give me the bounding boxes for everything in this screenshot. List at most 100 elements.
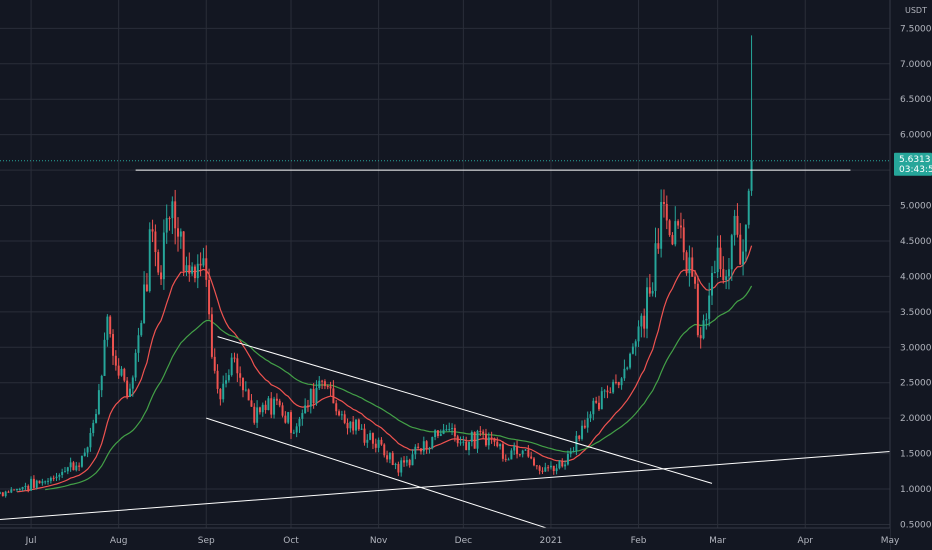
candle-body — [609, 392, 612, 394]
candle-body — [112, 334, 115, 356]
candle — [4, 490, 7, 498]
candle-body — [419, 448, 422, 452]
candle — [637, 320, 640, 347]
candle-body — [719, 247, 722, 270]
candle-body — [366, 439, 369, 443]
candle-body — [318, 380, 321, 389]
candle — [592, 397, 595, 421]
candle-body — [1, 492, 4, 497]
candle-body — [137, 335, 140, 353]
candle-body — [123, 368, 126, 381]
candle-body — [63, 471, 66, 473]
candle — [97, 383, 100, 416]
candle — [188, 252, 191, 282]
candle-body — [629, 353, 632, 368]
candle — [451, 423, 454, 436]
candle-body — [219, 388, 222, 400]
candle-body — [688, 257, 691, 274]
candle — [49, 476, 52, 484]
candle-body — [61, 471, 64, 475]
candle-body — [66, 467, 69, 472]
candle — [739, 223, 742, 265]
candle-body — [290, 412, 293, 433]
candle-body — [674, 221, 677, 245]
candle-body — [637, 326, 640, 342]
candle — [473, 431, 476, 449]
candle — [256, 400, 259, 428]
candle-body — [750, 160, 753, 191]
candle-body — [394, 463, 397, 466]
candle — [213, 348, 216, 374]
quote-unit-label: USDT — [905, 6, 927, 15]
candle — [583, 419, 586, 429]
candle — [496, 437, 499, 448]
candle — [589, 411, 592, 422]
candle-body — [222, 383, 225, 400]
candle-body — [634, 341, 637, 347]
candle-body — [465, 441, 468, 451]
candle — [476, 429, 479, 453]
candle — [179, 228, 182, 249]
candle-body — [691, 257, 694, 277]
candle-body — [306, 405, 309, 407]
candle — [504, 454, 507, 462]
candle — [21, 486, 24, 492]
candle — [349, 421, 352, 433]
candle-body — [439, 433, 442, 437]
candle — [487, 432, 490, 450]
candle — [120, 366, 123, 377]
candle — [719, 235, 722, 278]
candle — [196, 254, 199, 289]
candle — [7, 490, 10, 493]
candle-body — [742, 251, 745, 265]
candle-body — [126, 380, 129, 398]
candle-body — [346, 422, 349, 429]
candle — [140, 320, 143, 337]
candle-body — [162, 232, 165, 280]
candle-body — [425, 441, 428, 449]
candle — [470, 430, 473, 447]
candle — [374, 438, 377, 453]
candle-body — [654, 243, 657, 291]
x-tick-label: Apr — [797, 536, 813, 546]
candle — [275, 393, 278, 406]
candle-body — [369, 433, 372, 440]
candle — [24, 482, 27, 491]
candle — [95, 409, 98, 424]
candle-body — [193, 266, 196, 279]
candle-body — [699, 335, 702, 339]
last-price-tag: 5.6313 03:43:57 — [894, 152, 932, 176]
candle-body — [733, 215, 736, 236]
candle — [677, 219, 680, 229]
candle — [44, 480, 47, 485]
candle-body — [422, 441, 425, 452]
candle — [329, 381, 332, 397]
candle-body — [662, 201, 665, 204]
candle — [456, 434, 459, 447]
candle — [648, 274, 651, 297]
candle-body — [151, 229, 154, 232]
candle-body — [592, 400, 595, 415]
candle — [151, 219, 154, 243]
candle — [699, 327, 702, 349]
candle-body — [114, 355, 117, 366]
candle-body — [530, 456, 533, 459]
candle — [304, 398, 307, 414]
candle — [434, 429, 437, 441]
candle — [199, 252, 202, 277]
candle-body — [643, 315, 646, 329]
candle — [541, 467, 544, 474]
candle-body — [230, 357, 233, 376]
y-tick-label: 0.5000 — [900, 520, 932, 530]
candle-body — [304, 405, 307, 414]
candle-body — [386, 455, 389, 460]
candle — [422, 436, 425, 455]
candle-body — [44, 481, 47, 483]
candle — [403, 456, 406, 467]
candle-body — [174, 201, 177, 229]
candle — [626, 366, 629, 371]
candle-body — [391, 452, 394, 466]
candle-body — [335, 403, 338, 412]
